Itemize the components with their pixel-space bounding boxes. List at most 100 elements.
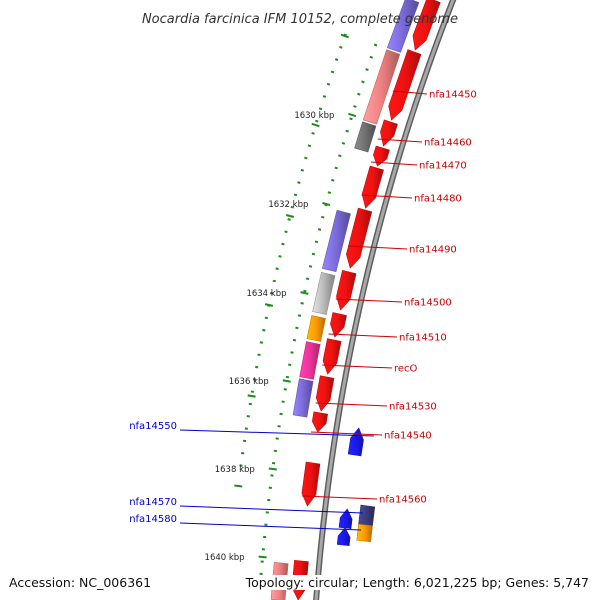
gene-label-nfa14530: nfa14530 [389, 402, 437, 413]
scale-tick [290, 351, 294, 354]
scale-tick [287, 218, 291, 221]
gene-label-nfa14560: nfa14560 [379, 495, 427, 506]
leader-line [335, 298, 403, 303]
reverse-gene [347, 427, 364, 457]
scale-tick [353, 105, 357, 108]
major-tick [300, 291, 309, 295]
forward-gene [373, 145, 390, 167]
leader-line [179, 429, 374, 437]
accession-text: Accession: NC_006361 [7, 575, 154, 590]
scale-tick [334, 58, 339, 62]
scale-tick [311, 132, 315, 135]
scale-tick [300, 168, 305, 172]
scale-label: 1638 kbp [215, 465, 255, 475]
gene-features [270, 0, 441, 600]
label-leader-lines [179, 90, 428, 531]
leader-line [377, 138, 423, 143]
scale-tick [304, 156, 308, 160]
scale-tick [252, 378, 257, 381]
scale-label: 1632 kbp [268, 200, 308, 210]
forward-gene [311, 411, 329, 433]
cog-block [362, 49, 401, 125]
major-tick [340, 33, 349, 39]
scale-tick [331, 178, 335, 182]
major-tick [282, 379, 291, 383]
cog-block [358, 504, 376, 527]
major-tick [234, 484, 243, 488]
gene-label-nfa14480: nfa14480 [414, 194, 462, 205]
gene-label-recO: recO [394, 364, 418, 375]
cog-block [312, 272, 336, 315]
scale-tick [290, 205, 294, 209]
scale-label: 1636 kbp [229, 377, 269, 387]
forward-gene [346, 207, 373, 269]
scale-tick [269, 292, 274, 295]
scale-tick [361, 80, 365, 84]
major-tick [268, 467, 277, 471]
scale-tick [288, 363, 292, 367]
scale-tick [357, 92, 361, 96]
gene-label-nfa14570: nfa14570 [129, 497, 177, 508]
scale-tick [334, 166, 338, 170]
topology-text: Topology: circular; Length: 6,021,225 bp… [243, 575, 591, 590]
forward-gene [336, 270, 357, 311]
cog-block [306, 315, 326, 342]
labels: 1630 kbp 1632 kbp 1634 kbp 1636 kbp 1638 kbp… [129, 90, 477, 564]
forward-gene [301, 461, 321, 507]
scale-tick [248, 402, 252, 406]
forward-gene [322, 338, 342, 375]
leader-line [302, 495, 378, 500]
leader-line [179, 505, 363, 514]
scale-tick [338, 154, 342, 158]
scale-tick [281, 400, 285, 403]
scale-tick [278, 255, 282, 258]
scale-tick [303, 289, 307, 293]
scale-ticks [234, 33, 378, 588]
scale-tick [281, 242, 285, 246]
scale-tick [255, 365, 259, 369]
scale-tick [369, 55, 373, 59]
leader-line [392, 90, 428, 95]
scale-tick [250, 390, 254, 393]
leader-line [370, 161, 418, 166]
scale-tick [341, 142, 346, 145]
scale-tick [345, 129, 349, 133]
scale-tick [285, 375, 290, 379]
scale-tick [275, 267, 279, 271]
scale-label: 1634 kbp [246, 289, 286, 299]
gene-label-nfa14470: nfa14470 [419, 161, 467, 172]
genome-title: Nocardia farcinica IFM 10152, complete g… [142, 12, 458, 27]
scale-tick [318, 107, 323, 111]
cog-block [356, 523, 373, 543]
scale-tick [373, 43, 378, 47]
forward-gene [330, 312, 347, 338]
leader-line [322, 364, 393, 369]
reverse-gene [336, 527, 351, 546]
forward-gene [315, 375, 335, 412]
major-tick [264, 303, 274, 307]
scale-tick [295, 326, 299, 330]
gene-label-nfa14500: nfa14500 [404, 298, 452, 309]
leader-line [179, 522, 362, 531]
forward-gene [380, 119, 398, 147]
scale-tick [272, 279, 276, 283]
scale-tick [264, 316, 268, 320]
forward-gene [412, 0, 441, 51]
scale-tick [305, 277, 310, 281]
scale-tick [283, 388, 287, 391]
scale-tick [330, 70, 335, 74]
cog-block [386, 0, 420, 53]
scale-label: 1630 kbp [294, 111, 334, 121]
major-tick [258, 555, 267, 559]
forward-gene [388, 49, 422, 121]
gene-label-nfa14510: nfa14510 [399, 333, 447, 344]
major-tick [285, 214, 295, 218]
scale-tick [327, 191, 332, 194]
gene-label-nfa14540: nfa14540 [384, 431, 432, 442]
leader-line [348, 245, 408, 250]
major-tick [322, 201, 331, 207]
scale-tick [284, 230, 288, 234]
gene-label-nfa14580: nfa14580 [129, 514, 177, 525]
scale-tick [311, 252, 316, 256]
